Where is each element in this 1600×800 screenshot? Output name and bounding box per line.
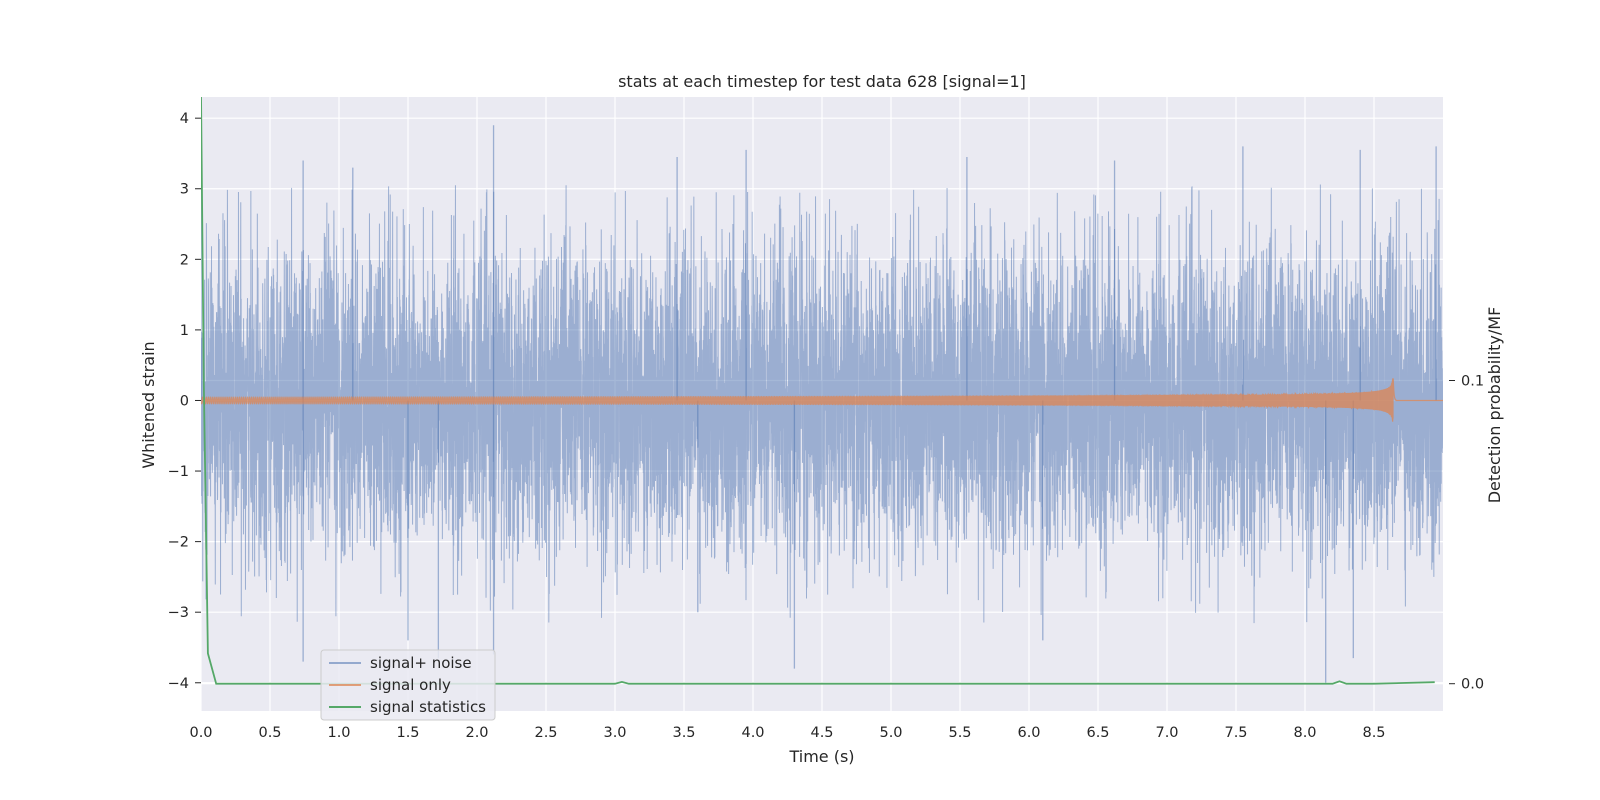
y-tick-label: 3 (180, 182, 189, 198)
y2-tick-label: 0.1 (1461, 374, 1484, 390)
y2-axis: 0.0 0.1 (1449, 374, 1484, 693)
x-tick-label: 3.0 (603, 725, 626, 741)
y2-tick-label: 0.0 (1461, 677, 1484, 693)
legend: signal+ noise signal only signal statist… (320, 649, 496, 721)
legend-label-signal: signal only (370, 676, 451, 694)
x-tick-label: 5.0 (879, 725, 902, 741)
y-tick-label: 4 (180, 111, 189, 127)
y-tick-label: −2 (168, 535, 189, 551)
x-tick-label: 7.0 (1155, 725, 1178, 741)
x-axis: 0.0 0.5 1.0 1.5 2.0 2.5 3.0 3.5 4.0 4.5 5.0 5.5 6.0 6… (189, 725, 1385, 741)
legend-box (320, 649, 496, 721)
x-tick-label: 3.5 (672, 725, 695, 741)
series-signal-only (201, 378, 1443, 422)
x-tick-label: 2.5 (534, 725, 557, 741)
x-tick-label: 5.5 (948, 725, 971, 741)
x-tick-label: 4.5 (810, 725, 833, 741)
y-tick-label: −1 (168, 464, 189, 480)
x-tick-label: 7.5 (1224, 725, 1247, 741)
x-tick-label: 0.5 (258, 725, 281, 741)
x-tick-label: 4.0 (741, 725, 764, 741)
x-tick-label: 6.5 (1086, 725, 1109, 741)
x-tick-label: 8.0 (1293, 725, 1316, 741)
plot-area (201, 97, 1443, 685)
x-axis-label: Time (s) (788, 747, 854, 766)
y-axis: −4 −3 −2 −1 0 1 2 3 4 (168, 111, 201, 692)
y-axis-label: Whitened strain (139, 341, 158, 468)
series-signal-statistics (201, 97, 1435, 685)
legend-label-noise: signal+ noise (370, 654, 472, 672)
y-tick-label: 1 (180, 323, 189, 339)
x-tick-label: 1.5 (396, 725, 419, 741)
x-tick-label: 6.0 (1017, 725, 1040, 741)
x-tick-label: 2.0 (465, 725, 488, 741)
y-tick-label: 0 (180, 393, 189, 409)
x-tick-label: 8.5 (1362, 725, 1385, 741)
series-signal-plus-noise-peaks (201, 125, 1437, 683)
y-tick-label: −4 (168, 676, 189, 692)
y-tick-label: −3 (168, 605, 189, 621)
legend-label-statistics: signal statistics (370, 698, 486, 716)
y-tick-label: 2 (180, 252, 189, 268)
y2-axis-label: Detection probability/MF (1485, 307, 1504, 504)
chart-title: stats at each timestep for test data 628… (618, 72, 1026, 91)
x-tick-label: 0.0 (189, 725, 212, 741)
x-tick-label: 1.0 (327, 725, 350, 741)
